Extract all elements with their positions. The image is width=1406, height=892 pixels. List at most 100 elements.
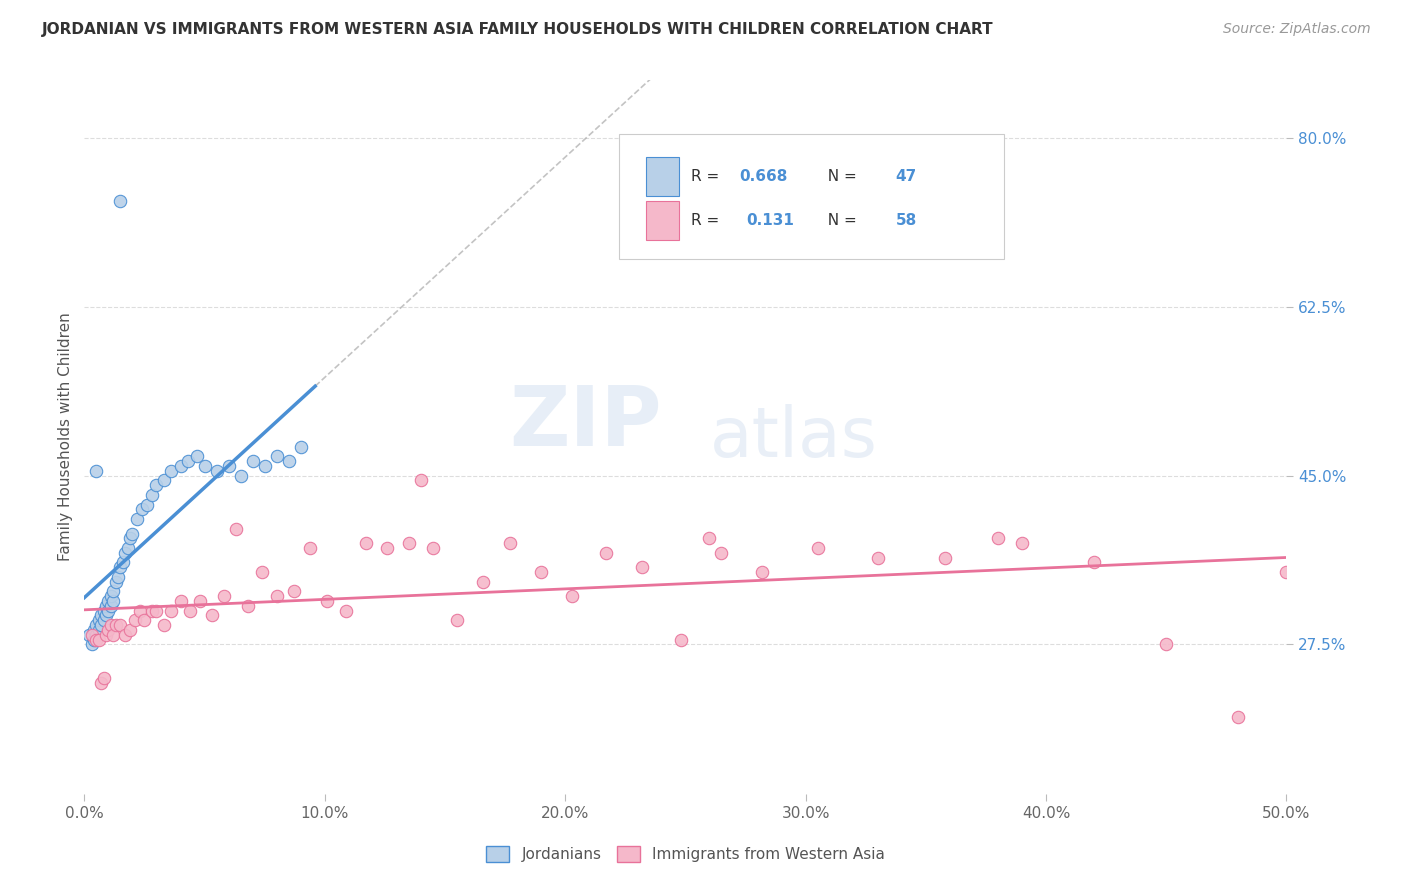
Point xyxy=(141,488,163,502)
Bar xyxy=(645,157,679,196)
Point xyxy=(87,613,110,627)
Point xyxy=(169,458,191,473)
Point xyxy=(699,532,721,546)
Text: 58: 58 xyxy=(896,213,917,228)
Point xyxy=(93,604,115,618)
Text: R =: R = xyxy=(692,213,730,228)
Point xyxy=(145,604,167,618)
Point xyxy=(1227,710,1250,724)
Point xyxy=(375,541,398,555)
Point xyxy=(1011,536,1033,550)
Point xyxy=(127,512,149,526)
Point xyxy=(114,628,136,642)
Point xyxy=(93,671,115,685)
Point xyxy=(253,458,276,473)
Point xyxy=(100,589,122,603)
Point xyxy=(299,541,322,555)
Point xyxy=(160,604,183,618)
Point xyxy=(90,608,112,623)
Point xyxy=(499,536,522,550)
Text: N =: N = xyxy=(818,213,862,228)
Point xyxy=(316,594,339,608)
Point xyxy=(422,541,444,555)
Point xyxy=(266,450,288,464)
Point xyxy=(145,478,167,492)
Point xyxy=(186,450,208,464)
Point xyxy=(135,498,157,512)
Point xyxy=(631,560,654,574)
Point xyxy=(114,546,136,560)
Point xyxy=(530,565,553,579)
Point xyxy=(103,584,125,599)
Point xyxy=(128,604,150,618)
Point xyxy=(290,440,312,454)
Point xyxy=(87,623,110,637)
Point xyxy=(100,618,122,632)
Point xyxy=(218,458,240,473)
Point xyxy=(179,604,201,618)
Point xyxy=(141,604,163,618)
Point xyxy=(77,628,100,642)
Point xyxy=(118,532,141,546)
Point xyxy=(595,546,617,560)
Point xyxy=(561,589,583,603)
Point xyxy=(103,594,125,608)
Point xyxy=(152,474,174,488)
Point xyxy=(97,594,120,608)
Point xyxy=(225,522,247,536)
Point xyxy=(86,632,108,647)
Point xyxy=(934,550,956,565)
Point xyxy=(398,536,420,550)
Point xyxy=(104,574,127,589)
Point xyxy=(446,613,468,627)
Point xyxy=(90,676,112,690)
Point xyxy=(266,589,288,603)
Point xyxy=(201,608,224,623)
Point xyxy=(83,623,105,637)
Point xyxy=(236,599,259,613)
Point xyxy=(121,526,143,541)
Point xyxy=(866,550,889,565)
Point xyxy=(169,594,191,608)
Y-axis label: Family Households with Children: Family Households with Children xyxy=(58,313,73,561)
Point xyxy=(229,468,252,483)
Point xyxy=(80,628,103,642)
Point xyxy=(1083,556,1105,570)
Point xyxy=(188,594,211,608)
Point xyxy=(669,632,692,647)
Point xyxy=(86,464,108,478)
Point xyxy=(87,632,110,647)
Point xyxy=(283,584,305,599)
Legend: Jordanians, Immigrants from Western Asia: Jordanians, Immigrants from Western Asia xyxy=(479,840,891,868)
Point xyxy=(472,574,495,589)
Point xyxy=(111,556,134,570)
Point xyxy=(94,628,117,642)
Point xyxy=(335,604,357,618)
Point xyxy=(152,618,174,632)
Point xyxy=(110,618,132,632)
Point xyxy=(83,632,105,647)
Point xyxy=(177,454,200,468)
Point xyxy=(134,613,156,627)
Point xyxy=(107,570,129,584)
Point xyxy=(103,628,125,642)
Point xyxy=(212,589,235,603)
Point xyxy=(90,618,112,632)
Text: JORDANIAN VS IMMIGRANTS FROM WESTERN ASIA FAMILY HOUSEHOLDS WITH CHILDREN CORREL: JORDANIAN VS IMMIGRANTS FROM WESTERN ASI… xyxy=(42,22,994,37)
Point xyxy=(252,565,274,579)
Text: Source: ZipAtlas.com: Source: ZipAtlas.com xyxy=(1223,22,1371,37)
Point xyxy=(1156,637,1178,651)
Point xyxy=(409,474,432,488)
Text: R =: R = xyxy=(692,169,724,184)
Point xyxy=(94,608,117,623)
Point xyxy=(242,454,264,468)
Point xyxy=(93,613,115,627)
Point xyxy=(354,536,377,550)
Point xyxy=(1275,565,1298,579)
Point xyxy=(94,599,117,613)
Point xyxy=(117,541,139,555)
Point xyxy=(110,194,132,208)
Point xyxy=(80,637,103,651)
Bar xyxy=(645,201,679,240)
Text: 47: 47 xyxy=(896,169,917,184)
